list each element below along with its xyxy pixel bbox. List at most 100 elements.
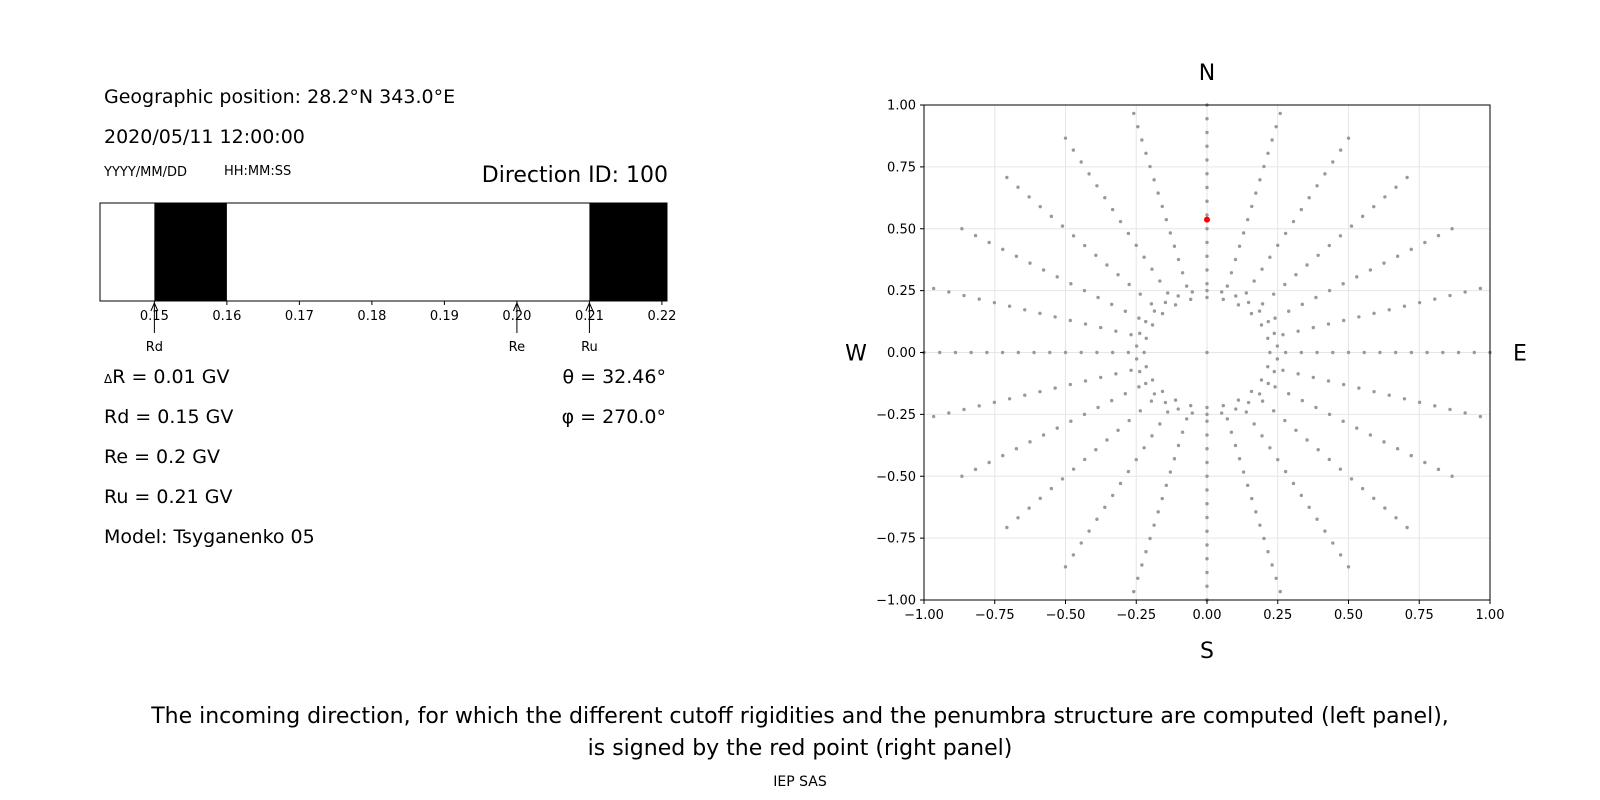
direction-point bbox=[1158, 422, 1162, 426]
direction-point bbox=[1258, 178, 1262, 182]
direction-point bbox=[1160, 389, 1165, 394]
direction-point bbox=[1409, 453, 1413, 458]
direction-point bbox=[1041, 433, 1046, 437]
direction-point bbox=[1105, 263, 1109, 267]
penumbra-band-0 bbox=[154, 203, 227, 301]
direction-point bbox=[1257, 392, 1262, 396]
direction-point bbox=[1463, 411, 1467, 415]
direction-point bbox=[1082, 288, 1087, 293]
direction-point bbox=[1063, 136, 1068, 140]
direction-point bbox=[1114, 372, 1118, 376]
direction-point bbox=[1387, 308, 1391, 312]
direction-point bbox=[1205, 158, 1209, 162]
direction-point bbox=[1305, 438, 1309, 442]
marker-arrowhead bbox=[512, 301, 521, 312]
direction-point bbox=[992, 300, 997, 305]
direction-point bbox=[1478, 414, 1483, 419]
direction-point bbox=[1180, 271, 1185, 275]
direction-point bbox=[1068, 382, 1073, 387]
direction-point bbox=[1180, 430, 1185, 434]
direction-point bbox=[1069, 282, 1073, 286]
direction-point bbox=[1270, 138, 1274, 142]
direction-point bbox=[1254, 510, 1258, 514]
direction-point bbox=[1134, 357, 1139, 361]
direction-point bbox=[1362, 350, 1366, 355]
time-format-label: HH:MM:SS bbox=[224, 164, 292, 179]
direction-point bbox=[1349, 477, 1354, 481]
direction-point bbox=[987, 240, 991, 245]
direction-point bbox=[1205, 172, 1209, 176]
direction-point bbox=[1326, 322, 1331, 326]
direction-point bbox=[1346, 350, 1351, 355]
direction-point bbox=[1016, 516, 1020, 520]
direction-point bbox=[1338, 234, 1343, 238]
direction-point bbox=[1205, 543, 1209, 547]
direction-point bbox=[1163, 300, 1168, 305]
direction-point bbox=[1305, 263, 1309, 267]
direction-point bbox=[1250, 204, 1254, 209]
direction-point bbox=[1105, 438, 1109, 442]
x-tick-label: −0.25 bbox=[1116, 608, 1156, 623]
direction-point bbox=[1234, 294, 1238, 298]
direction-point bbox=[1276, 243, 1280, 248]
direction-point bbox=[1237, 244, 1242, 248]
re-value: Re = 0.2 GV bbox=[104, 446, 221, 468]
direction-point bbox=[1136, 125, 1140, 129]
penumbra-band-1 bbox=[589, 203, 667, 301]
direction-point bbox=[1140, 138, 1144, 142]
direction-point bbox=[1266, 550, 1270, 554]
direction-point bbox=[1456, 350, 1461, 355]
direction-point bbox=[1205, 227, 1209, 231]
direction-point bbox=[1233, 257, 1238, 262]
direction-point bbox=[1315, 350, 1319, 355]
direction-point bbox=[1079, 160, 1083, 164]
direction-point bbox=[1237, 457, 1242, 461]
direction-point bbox=[1126, 469, 1131, 474]
direction-point bbox=[1005, 525, 1009, 530]
direction-point bbox=[1123, 392, 1128, 396]
caption-line-1: The incoming direction, for which the di… bbox=[151, 704, 1449, 729]
direction-point bbox=[1165, 291, 1170, 295]
direction-point bbox=[1294, 273, 1298, 277]
marker-arrowhead bbox=[585, 301, 594, 312]
direction-point bbox=[1402, 304, 1407, 308]
direction-point bbox=[1405, 175, 1409, 180]
direction-point bbox=[1250, 496, 1254, 501]
direction-point bbox=[1394, 185, 1398, 189]
direction-point bbox=[1094, 448, 1098, 452]
direction-point bbox=[1272, 292, 1276, 296]
penumbra-bands bbox=[154, 203, 667, 301]
direction-point bbox=[1127, 418, 1131, 423]
direction-point bbox=[1278, 111, 1282, 116]
direction-point bbox=[1205, 350, 1209, 355]
direction-point bbox=[1281, 368, 1285, 372]
direction-point bbox=[1205, 117, 1209, 121]
direction-point bbox=[1383, 195, 1387, 199]
direction-point bbox=[1083, 322, 1088, 326]
direction-point bbox=[1266, 319, 1270, 324]
direction-point bbox=[1094, 253, 1098, 257]
direction-point bbox=[1126, 350, 1131, 355]
direction-point bbox=[1156, 510, 1160, 514]
direction-point bbox=[1300, 302, 1305, 307]
direction-point bbox=[1252, 279, 1256, 283]
direction-point bbox=[1425, 350, 1429, 355]
direction-point bbox=[1260, 302, 1265, 306]
direction-point bbox=[1327, 288, 1332, 293]
direction-point bbox=[977, 404, 981, 408]
direction-point bbox=[1164, 483, 1169, 488]
direction-point bbox=[1007, 397, 1012, 401]
penumbra-tick-label: 0.16 bbox=[212, 309, 241, 324]
direction-point bbox=[1083, 457, 1087, 462]
direction-point bbox=[1355, 275, 1359, 279]
direction-point bbox=[1123, 309, 1128, 313]
direction-point bbox=[969, 350, 973, 355]
direction-point bbox=[1148, 536, 1152, 541]
direction-point bbox=[1095, 517, 1099, 521]
direction-point bbox=[1405, 525, 1409, 530]
direction-point bbox=[1316, 448, 1320, 452]
direction-point bbox=[1314, 405, 1318, 410]
direction-point bbox=[1433, 404, 1437, 408]
direction-point bbox=[1190, 290, 1194, 294]
direction-point bbox=[947, 411, 951, 415]
